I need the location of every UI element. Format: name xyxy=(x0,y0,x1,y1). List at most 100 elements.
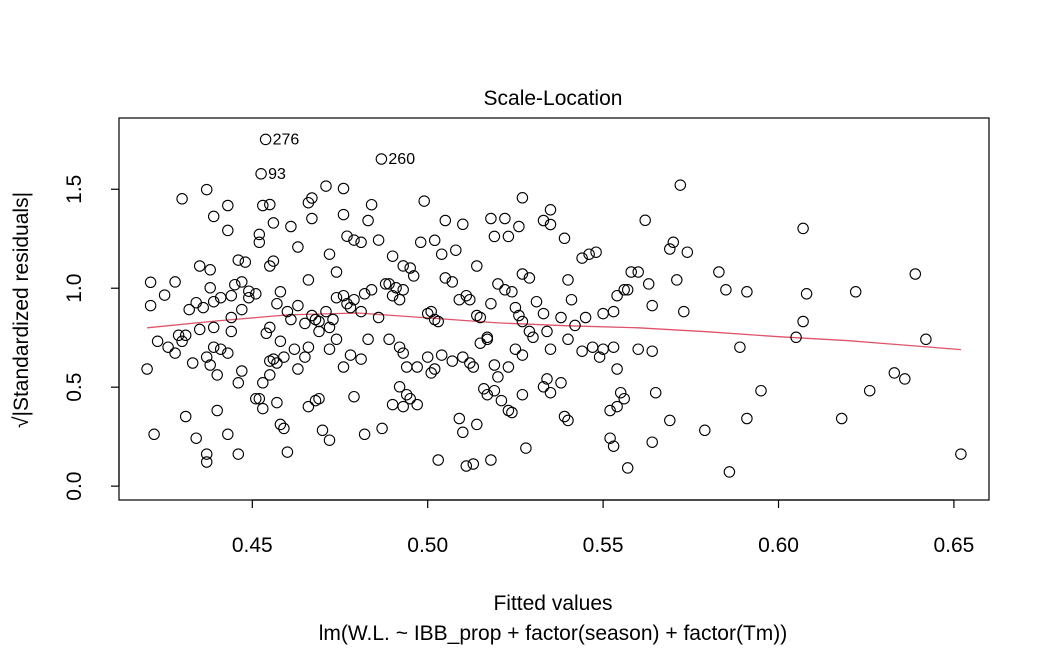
data-point xyxy=(516,268,529,280)
data-point xyxy=(562,414,574,427)
data-point xyxy=(513,309,525,322)
data-point xyxy=(330,291,343,304)
data-point xyxy=(457,218,469,231)
data-point xyxy=(481,333,494,346)
data-point xyxy=(404,262,416,274)
data-point xyxy=(558,410,571,423)
data-point xyxy=(418,195,430,207)
data-point xyxy=(639,214,651,227)
data-point xyxy=(849,286,862,298)
data-point xyxy=(509,343,522,355)
data-point xyxy=(520,442,532,454)
data-point xyxy=(365,198,378,211)
data-point xyxy=(281,446,294,458)
data-point xyxy=(337,289,350,302)
data-point xyxy=(172,329,185,342)
x-axis: 0.45 0.50 0.55 0.60 0.65 xyxy=(232,499,974,557)
data-point xyxy=(144,299,157,312)
data-point xyxy=(372,234,385,246)
data-point xyxy=(835,412,848,425)
data-point xyxy=(253,236,266,249)
data-point xyxy=(278,351,290,363)
data-point xyxy=(285,220,297,233)
data-point xyxy=(488,230,501,243)
data-point xyxy=(236,303,248,316)
data-point xyxy=(576,252,588,264)
data-point xyxy=(362,333,374,346)
data-point xyxy=(243,285,255,297)
data-point xyxy=(222,428,234,441)
data-point xyxy=(214,291,227,304)
data-point xyxy=(499,284,511,296)
data-point xyxy=(323,248,336,260)
data-point xyxy=(355,236,367,249)
point-label: 276 xyxy=(273,131,300,148)
data-point xyxy=(207,210,220,223)
data-point xyxy=(259,133,272,146)
data-point xyxy=(393,381,406,393)
data-point xyxy=(267,255,280,267)
chart-subtitle: lm(W.L. ~ IBB_prop + factor(season) + fa… xyxy=(319,622,788,645)
x-tick-label: 0.55 xyxy=(583,534,624,557)
data-point xyxy=(313,392,325,405)
data-point xyxy=(348,234,360,246)
data-point xyxy=(562,333,574,346)
data-point xyxy=(271,357,283,369)
data-point xyxy=(909,268,922,280)
data-point xyxy=(899,373,911,385)
data-point xyxy=(144,276,157,289)
data-point xyxy=(485,212,497,225)
data-point xyxy=(411,361,423,373)
data-point xyxy=(955,448,967,460)
data-point xyxy=(355,305,367,318)
data-point xyxy=(741,286,753,298)
data-point xyxy=(151,335,164,348)
data-point xyxy=(681,246,694,258)
data-point xyxy=(264,321,276,334)
data-point xyxy=(723,466,736,478)
data-point xyxy=(478,383,490,395)
data-point xyxy=(320,180,332,192)
data-point xyxy=(204,282,216,294)
data-point xyxy=(400,388,413,401)
data-point xyxy=(264,369,276,381)
data-point xyxy=(558,232,571,245)
data-point xyxy=(214,343,227,355)
data-point xyxy=(193,323,206,336)
data-point xyxy=(607,341,620,353)
data-point xyxy=(365,284,378,296)
data-point xyxy=(516,192,529,204)
data-point xyxy=(267,217,280,229)
y-axis-label: √|Standardized residuals| xyxy=(10,192,33,428)
data-point xyxy=(337,361,350,373)
x-axis-label: Fitted values xyxy=(493,592,612,615)
data-point xyxy=(316,424,329,437)
data-point xyxy=(614,386,627,399)
data-point xyxy=(611,289,623,302)
data-point xyxy=(250,392,262,405)
y-tick-label: 1.5 xyxy=(63,175,86,204)
data-point xyxy=(190,432,202,444)
data-point xyxy=(569,319,581,332)
data-point xyxy=(464,293,476,306)
data-point xyxy=(313,325,325,338)
data-point xyxy=(618,284,630,296)
data-point xyxy=(414,236,427,249)
data-point xyxy=(506,286,518,298)
data-point xyxy=(621,284,634,296)
point-labels: 276 93 260 xyxy=(268,131,415,182)
x-tick-label: 0.60 xyxy=(758,534,799,557)
data-point xyxy=(390,282,402,294)
data-point xyxy=(797,315,809,328)
data-point xyxy=(344,349,357,361)
data-point xyxy=(544,343,557,355)
data-point xyxy=(457,426,469,439)
data-point xyxy=(375,153,388,165)
data-point xyxy=(285,313,297,326)
data-point xyxy=(435,248,448,260)
data-point xyxy=(204,264,216,276)
data-point xyxy=(664,414,676,427)
data-point xyxy=(330,333,343,346)
data-point xyxy=(642,278,655,290)
y-axis: 0.0 0.5 1.0 1.5 xyxy=(63,175,120,501)
